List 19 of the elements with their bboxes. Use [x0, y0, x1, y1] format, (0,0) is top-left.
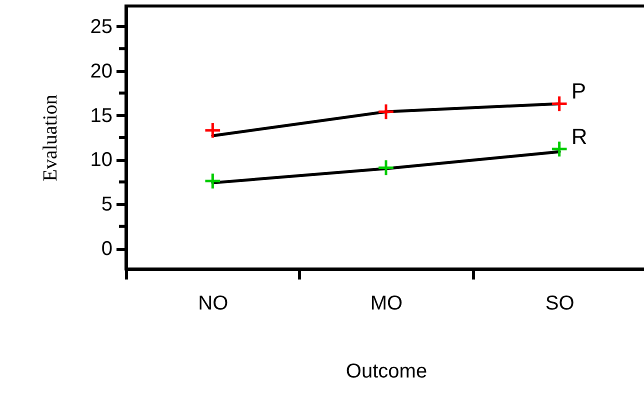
x-tick-label: NO [198, 292, 228, 314]
point [204, 172, 222, 190]
point [204, 122, 222, 140]
x-tick-label: MO [370, 292, 403, 314]
y-tick-label: 15 [90, 104, 112, 127]
series-label: P [571, 78, 586, 104]
y-tick-label: 0 [101, 238, 112, 260]
point [550, 95, 568, 112]
point [377, 103, 395, 120]
series-label: R [571, 124, 588, 150]
x-axis-title: Outcome [346, 360, 428, 382]
point [550, 140, 568, 158]
y-tick-label: 20 [90, 60, 112, 82]
y-tick-label: 5 [101, 194, 112, 216]
x-tick-label: SO [545, 292, 574, 314]
point [377, 159, 395, 176]
y-tick-label: 10 [90, 149, 112, 172]
y-tick-label: 25 [90, 16, 112, 38]
y-axis-title: Evaluation [39, 94, 62, 182]
